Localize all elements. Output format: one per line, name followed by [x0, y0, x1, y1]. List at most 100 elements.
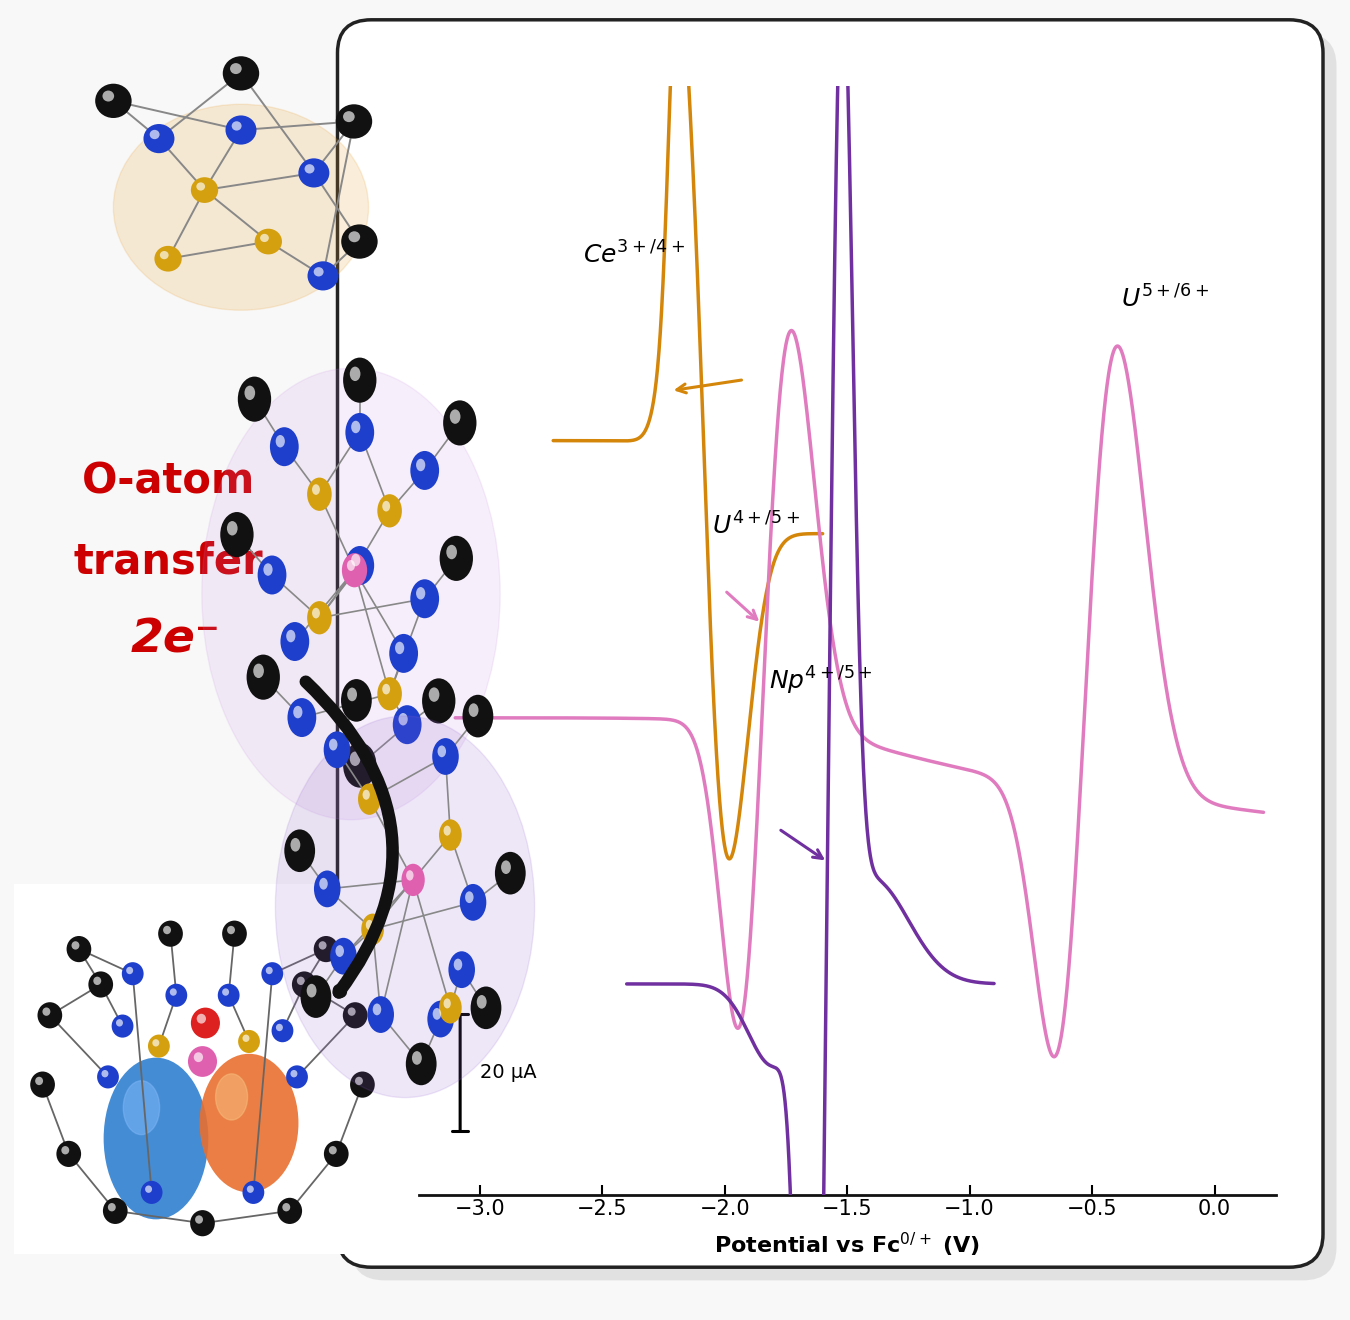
Text: $\mathit{U}^{4+/5+}$: $\mathit{U}^{4+/5+}$	[713, 512, 801, 540]
Circle shape	[336, 104, 373, 139]
Circle shape	[232, 121, 242, 131]
Text: transfer: transfer	[74, 540, 263, 582]
Text: 20 μA: 20 μA	[479, 1063, 536, 1082]
Circle shape	[93, 977, 101, 985]
Circle shape	[270, 428, 298, 466]
Circle shape	[377, 677, 402, 710]
Circle shape	[277, 1197, 302, 1224]
Circle shape	[463, 694, 493, 738]
Circle shape	[437, 746, 446, 758]
Circle shape	[217, 983, 239, 1007]
Circle shape	[324, 1140, 348, 1167]
Circle shape	[223, 989, 230, 995]
Circle shape	[477, 995, 486, 1008]
Circle shape	[416, 459, 425, 471]
Circle shape	[342, 224, 378, 259]
Circle shape	[428, 1001, 454, 1038]
Circle shape	[57, 1140, 81, 1167]
Ellipse shape	[104, 1057, 208, 1220]
Circle shape	[306, 601, 332, 635]
Circle shape	[170, 989, 177, 995]
Circle shape	[351, 421, 360, 433]
Circle shape	[225, 115, 256, 145]
Circle shape	[261, 234, 269, 242]
Circle shape	[230, 63, 242, 74]
Circle shape	[410, 579, 439, 618]
Circle shape	[412, 1051, 421, 1065]
Ellipse shape	[113, 104, 369, 310]
Circle shape	[329, 739, 338, 751]
X-axis label: Potential vs Fc$^{0/+}$ (V): Potential vs Fc$^{0/+}$ (V)	[714, 1230, 980, 1259]
Circle shape	[312, 484, 320, 495]
Circle shape	[148, 1035, 170, 1057]
Circle shape	[116, 1019, 123, 1027]
Circle shape	[454, 958, 462, 970]
Circle shape	[350, 751, 360, 766]
Circle shape	[97, 1065, 119, 1089]
Circle shape	[347, 560, 355, 572]
Circle shape	[292, 972, 317, 998]
Circle shape	[220, 512, 254, 557]
Circle shape	[501, 861, 510, 874]
Ellipse shape	[202, 368, 500, 820]
Circle shape	[275, 1024, 284, 1031]
Circle shape	[348, 231, 360, 243]
Circle shape	[460, 884, 486, 921]
Circle shape	[444, 998, 451, 1008]
Text: 2e⁻: 2e⁻	[131, 618, 220, 663]
Circle shape	[444, 825, 451, 836]
Circle shape	[416, 587, 425, 599]
Circle shape	[450, 409, 460, 424]
Text: O-atom: O-atom	[82, 461, 255, 503]
Circle shape	[401, 863, 425, 896]
Circle shape	[243, 1181, 265, 1204]
Circle shape	[439, 820, 462, 851]
Circle shape	[377, 494, 402, 528]
Circle shape	[306, 478, 332, 511]
Circle shape	[293, 706, 302, 718]
Circle shape	[72, 941, 80, 949]
Circle shape	[153, 1039, 159, 1047]
Circle shape	[350, 367, 360, 381]
Circle shape	[432, 738, 459, 775]
Circle shape	[468, 704, 478, 717]
Circle shape	[382, 500, 390, 512]
Circle shape	[346, 413, 374, 451]
Circle shape	[363, 789, 370, 800]
Circle shape	[366, 920, 373, 929]
Circle shape	[112, 1015, 134, 1038]
Circle shape	[103, 1197, 128, 1224]
Circle shape	[35, 1077, 43, 1085]
Circle shape	[351, 554, 360, 566]
Circle shape	[223, 57, 259, 91]
Circle shape	[343, 1002, 367, 1028]
Circle shape	[406, 870, 413, 880]
Circle shape	[373, 1003, 381, 1015]
Circle shape	[144, 1185, 153, 1193]
Text: $\mathit{Ce}^{3+/4+}$: $\mathit{Ce}^{3+/4+}$	[583, 242, 684, 268]
Circle shape	[266, 966, 273, 974]
Circle shape	[190, 1210, 215, 1237]
Circle shape	[188, 1045, 217, 1077]
Circle shape	[103, 91, 115, 102]
Circle shape	[423, 678, 455, 723]
FancyBboxPatch shape	[338, 20, 1323, 1267]
Circle shape	[343, 358, 377, 403]
Circle shape	[382, 684, 390, 694]
Circle shape	[159, 251, 169, 259]
Circle shape	[398, 713, 408, 726]
Circle shape	[95, 83, 132, 117]
Circle shape	[343, 111, 355, 123]
Circle shape	[243, 1035, 250, 1041]
Circle shape	[406, 1043, 436, 1085]
Circle shape	[262, 962, 284, 985]
Circle shape	[255, 228, 282, 255]
Circle shape	[432, 1008, 441, 1020]
Circle shape	[297, 977, 305, 985]
Circle shape	[319, 941, 327, 949]
Circle shape	[335, 945, 344, 957]
Circle shape	[30, 1072, 55, 1098]
Circle shape	[38, 1002, 62, 1028]
Circle shape	[358, 783, 381, 814]
Circle shape	[158, 920, 182, 946]
